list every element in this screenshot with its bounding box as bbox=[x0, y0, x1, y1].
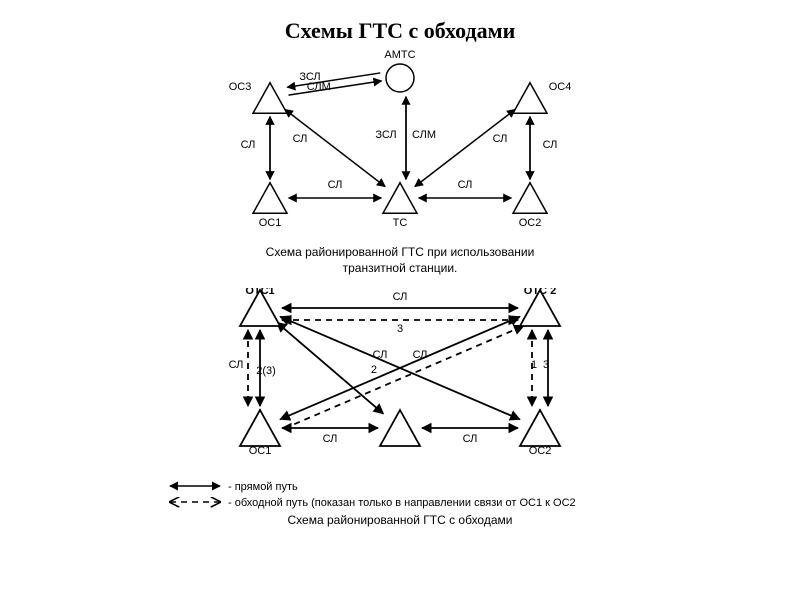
node-label: ОС1 bbox=[249, 445, 272, 457]
diagram1-caption-line1: Схема районированной ГТС при использован… bbox=[266, 245, 535, 259]
node-label: ОТС1 bbox=[245, 288, 274, 297]
node-label: АМТС bbox=[384, 49, 415, 61]
node-OC3 bbox=[253, 83, 287, 114]
edge-label: СЛМ bbox=[307, 81, 331, 93]
node-OC1 bbox=[253, 183, 287, 214]
edge-label: СЛ bbox=[293, 133, 308, 145]
node-OC2 bbox=[520, 410, 560, 446]
edge-label: СЛМ bbox=[412, 129, 436, 141]
edge bbox=[415, 109, 515, 186]
edge-label: СЛ bbox=[543, 139, 558, 151]
edge bbox=[285, 109, 385, 186]
edge-label: СЛ bbox=[373, 349, 388, 361]
edge-label: СЛ bbox=[323, 433, 338, 445]
edge-label: 2 bbox=[371, 364, 377, 376]
node-OC4 bbox=[513, 83, 547, 114]
edge bbox=[284, 326, 524, 429]
edge-label: СЛ bbox=[463, 433, 478, 445]
node-MID bbox=[380, 410, 420, 446]
edge-label: 3 bbox=[397, 323, 403, 335]
node-OC1 bbox=[240, 410, 280, 446]
edge-label: СЛ bbox=[493, 133, 508, 145]
edge-label: СЛ bbox=[458, 179, 473, 191]
edge-label: 1 bbox=[531, 359, 537, 371]
node-label: ОТС 2 bbox=[524, 288, 556, 297]
node-AMTC bbox=[386, 64, 414, 92]
diagram1-caption-line2: транзитной станции. bbox=[343, 261, 458, 275]
node-label: ОС2 bbox=[529, 445, 552, 457]
edge-label: СЛ bbox=[328, 179, 343, 191]
node-label: ТС bbox=[393, 217, 408, 229]
node-label: ОС3 bbox=[229, 81, 252, 93]
edge-label: 2(3) bbox=[256, 365, 276, 377]
edge-label: СЛ bbox=[393, 291, 408, 303]
edge-label: 3 bbox=[543, 359, 549, 371]
node-TC bbox=[383, 183, 417, 214]
diagram2-caption: Схема районированной ГТС с обходами bbox=[288, 513, 513, 527]
node-OC2 bbox=[513, 183, 547, 214]
node-label: ОС2 bbox=[519, 217, 542, 229]
legend-bypass-label: - обходной путь (показан только в направ… bbox=[228, 497, 576, 509]
legend-direct-label: - прямой путь bbox=[228, 481, 298, 493]
edge-label: СЛ bbox=[229, 359, 244, 371]
node-label: ОС1 bbox=[259, 217, 282, 229]
diagram-bypass: СЛ3СЛ2(3)13СЛСЛСЛ2СЛОТС1ОТС 2ОС1ОС2- пря… bbox=[70, 288, 730, 548]
edge-label: ЗСЛ bbox=[375, 129, 396, 141]
page-title: Схемы ГТС с обходами bbox=[0, 0, 800, 44]
diagram-transit-station: ЗСЛСЛМЗСЛСЛМСЛСЛСЛСЛСЛСЛАМТСОС3ОС4ТСОС1О… bbox=[70, 48, 730, 288]
legend: - прямой путь - обходной путь (показан то… bbox=[170, 481, 576, 509]
node-label: ОС4 bbox=[549, 81, 572, 93]
edge-label: СЛ bbox=[413, 349, 428, 361]
edge bbox=[277, 322, 384, 413]
edge-label: СЛ bbox=[241, 139, 256, 151]
